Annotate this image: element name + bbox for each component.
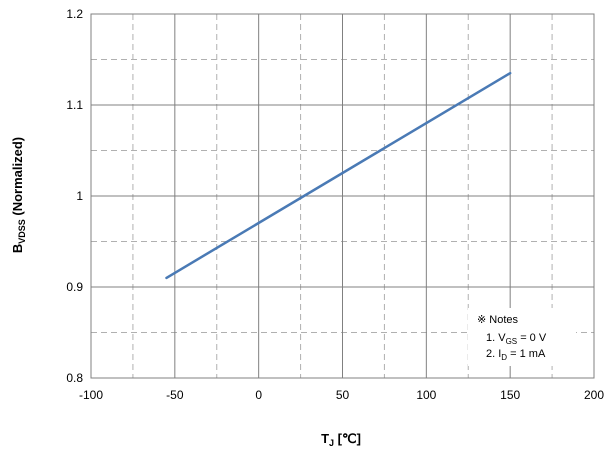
y-title-sub: VDSS xyxy=(17,219,27,244)
notes-background xyxy=(468,308,576,366)
y-tick-label: 0.9 xyxy=(66,280,83,294)
x-tick-label: -50 xyxy=(166,388,184,402)
series-group xyxy=(165,71,512,280)
y-tick-label: 1 xyxy=(76,189,83,203)
x-title-main: T xyxy=(321,431,329,446)
x-title-unit: [℃] xyxy=(334,431,361,446)
x-axis-title: TJ [℃] xyxy=(321,431,361,448)
x-tick-label: 200 xyxy=(584,388,604,402)
x-tick-label: -100 xyxy=(79,388,103,402)
note-2-prefix: 2. I xyxy=(486,348,501,360)
y-tick-label: 1.2 xyxy=(66,7,83,21)
y-tick-label: 1.1 xyxy=(66,98,83,112)
plot-frame xyxy=(90,13,595,379)
y-tick-label: 0.8 xyxy=(66,371,83,385)
x-tick-label: 150 xyxy=(500,388,520,402)
x-tick-label: 50 xyxy=(336,388,350,402)
note-1-prefix: 1. V xyxy=(486,332,506,344)
y-axis-title: BVDSS (Normalized) xyxy=(10,137,27,253)
y-title-main: B xyxy=(10,244,25,253)
note-1-sub: GS xyxy=(506,337,518,346)
note-2-sub: D xyxy=(501,353,507,362)
notes-box: ※ Notes 1. VGS = 0 V 2. ID = 1 mA xyxy=(468,308,576,366)
x-tick-labels: -100 -50 0 50 100 150 200 xyxy=(79,388,604,402)
series-line xyxy=(165,71,512,280)
notes-title: ※ Notes xyxy=(477,314,519,326)
note-line-1: 1. VGS = 0 V xyxy=(486,332,547,346)
y-tick-labels: 0.8 0.9 1 1.1 1.2 xyxy=(66,7,83,385)
note-2-suffix: = 1 mA xyxy=(507,348,546,360)
note-line-2: 2. ID = 1 mA xyxy=(486,348,546,362)
x-title-sub: J xyxy=(329,438,334,448)
y-title-rest: (Normalized) xyxy=(10,137,25,219)
x-tick-label: 0 xyxy=(255,388,262,402)
note-1-suffix: = 0 V xyxy=(517,332,547,344)
x-tick-label: 100 xyxy=(416,388,436,402)
